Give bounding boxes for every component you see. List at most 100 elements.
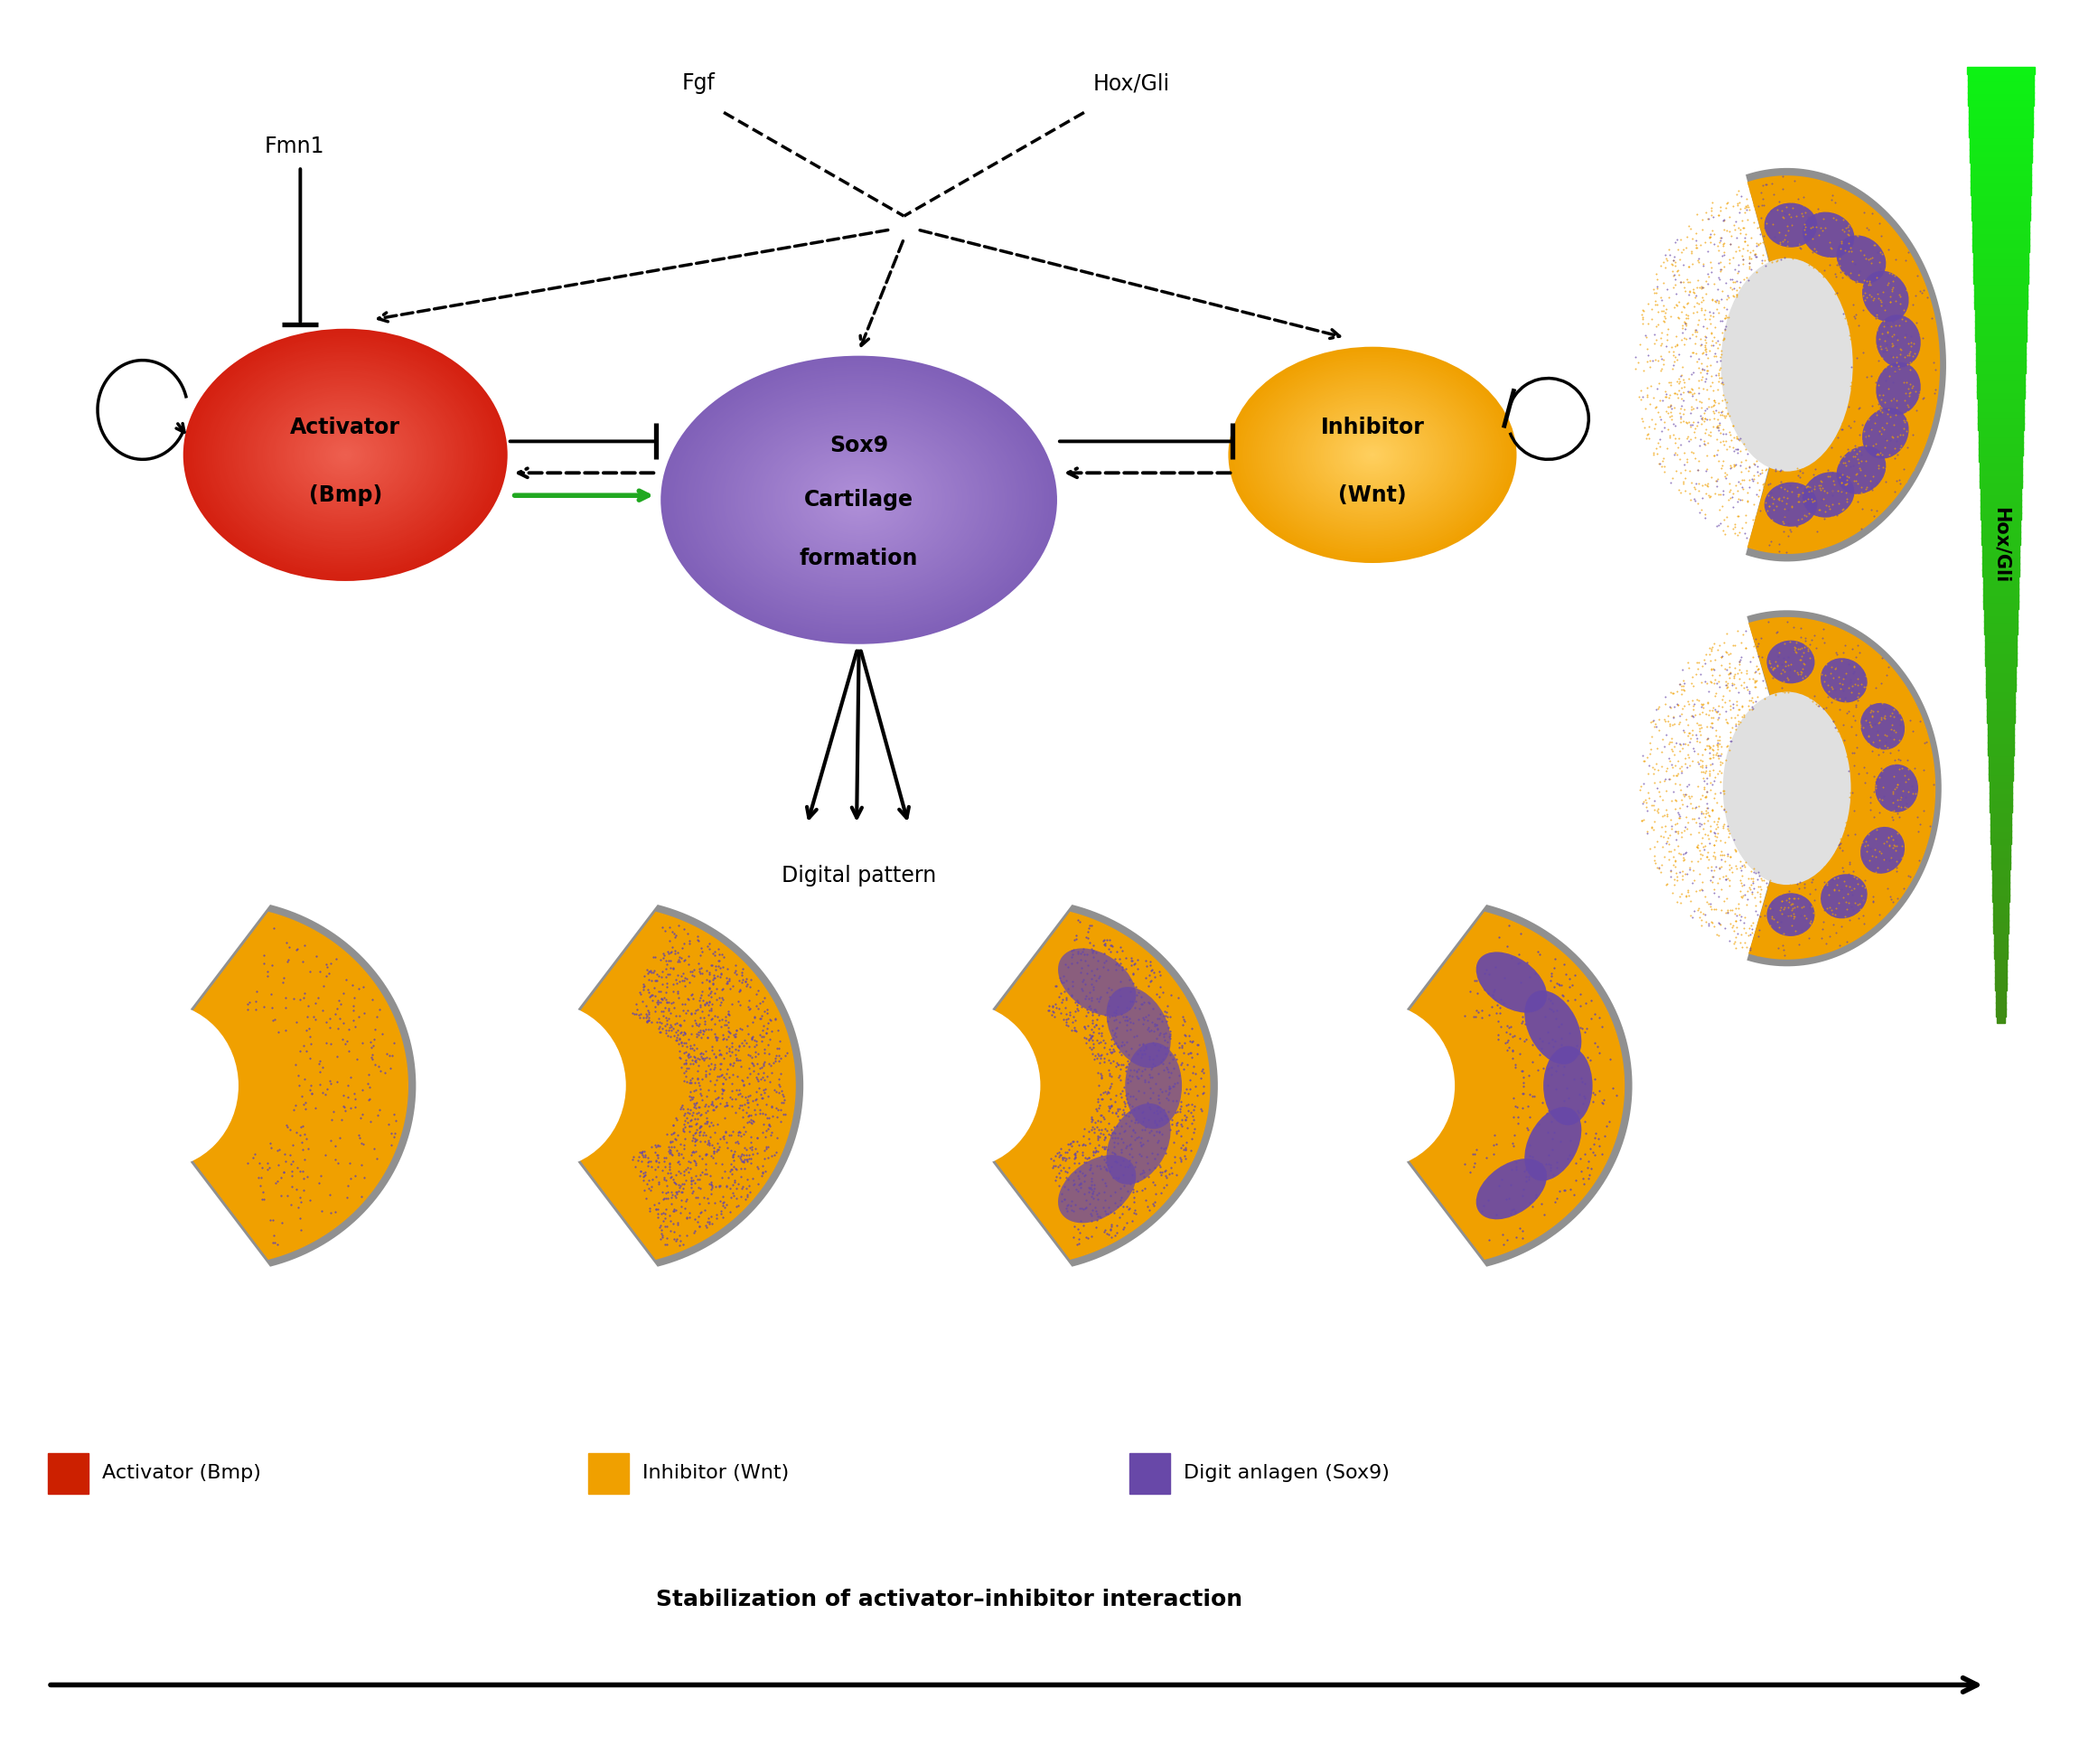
Point (671, 1041, 705, 1069)
Point (1639, 289, 1672, 318)
Point (1513, 1016, 1546, 1044)
Ellipse shape (336, 446, 355, 462)
Point (1853, 783, 1886, 811)
Point (1800, 873, 1834, 901)
Ellipse shape (290, 411, 403, 499)
Point (694, 1132, 728, 1161)
Point (1146, 968, 1179, 997)
Point (292, 1021, 325, 1050)
Point (369, 1039, 403, 1067)
Point (1137, 1021, 1171, 1050)
Point (1859, 750, 1892, 778)
Point (1863, 284, 1897, 312)
Point (1806, 485, 1840, 513)
Point (707, 1021, 741, 1050)
Point (671, 1025, 705, 1053)
Point (1135, 1101, 1169, 1129)
Point (283, 1184, 317, 1212)
Point (279, 1161, 313, 1189)
Point (1561, 1067, 1594, 1095)
Point (334, 1164, 367, 1192)
Point (1139, 1018, 1173, 1046)
Point (686, 1157, 720, 1185)
Point (1034, 1145, 1068, 1173)
Point (667, 975, 701, 1004)
Point (1693, 302, 1727, 330)
Point (699, 1046, 732, 1074)
Point (1725, 448, 1758, 476)
Point (1840, 644, 1874, 672)
Point (1853, 478, 1886, 506)
Point (709, 1071, 743, 1099)
Point (321, 1111, 355, 1140)
Point (380, 1106, 413, 1134)
Ellipse shape (671, 363, 1047, 637)
Point (1699, 512, 1733, 540)
Point (1173, 1039, 1206, 1067)
Point (1091, 1039, 1125, 1067)
Point (1087, 1120, 1120, 1148)
Point (659, 949, 692, 977)
Point (287, 1164, 321, 1192)
Point (285, 926, 319, 954)
Point (663, 967, 697, 995)
Point (732, 1074, 766, 1102)
Point (667, 914, 701, 942)
Point (1771, 226, 1804, 254)
Point (1641, 289, 1674, 318)
Point (715, 990, 749, 1018)
Point (344, 1131, 378, 1159)
Point (762, 1039, 795, 1067)
Point (724, 1014, 757, 1043)
Point (1550, 1118, 1584, 1147)
Point (665, 1044, 699, 1073)
Point (1649, 766, 1683, 794)
Point (1643, 706, 1676, 734)
Point (1678, 487, 1712, 515)
Point (751, 1069, 785, 1097)
Point (1752, 676, 1785, 704)
Point (1771, 623, 1804, 651)
Point (279, 953, 313, 981)
Point (302, 1034, 336, 1062)
Point (1775, 212, 1808, 240)
Point (1120, 1013, 1154, 1041)
Point (1905, 725, 1939, 753)
Point (1832, 818, 1865, 847)
Point (711, 1164, 745, 1192)
Point (1563, 1048, 1597, 1076)
Point (262, 1187, 296, 1215)
Point (1894, 328, 1928, 356)
Point (279, 1032, 313, 1060)
Point (678, 1129, 711, 1157)
Point (1813, 893, 1846, 921)
Point (292, 1039, 325, 1067)
Point (753, 1037, 787, 1065)
Point (686, 1094, 720, 1122)
Point (294, 1164, 327, 1192)
Point (642, 953, 676, 981)
Point (648, 1122, 682, 1150)
Point (315, 1117, 348, 1145)
Point (1832, 217, 1865, 245)
Point (269, 1147, 302, 1175)
Point (1089, 1020, 1122, 1048)
Point (1689, 781, 1722, 810)
Point (298, 1161, 331, 1189)
Point (273, 965, 306, 993)
Point (243, 1145, 277, 1173)
Point (680, 1140, 713, 1168)
Point (1880, 441, 1913, 469)
Point (283, 1051, 317, 1080)
Point (281, 1159, 315, 1187)
Point (697, 1173, 730, 1201)
Point (1519, 930, 1553, 958)
Point (315, 949, 348, 977)
Ellipse shape (1332, 425, 1412, 485)
Point (1074, 995, 1108, 1023)
Point (648, 1157, 682, 1185)
Point (1760, 916, 1794, 944)
Point (1672, 457, 1706, 485)
Point (273, 1214, 306, 1242)
Point (1844, 441, 1878, 469)
